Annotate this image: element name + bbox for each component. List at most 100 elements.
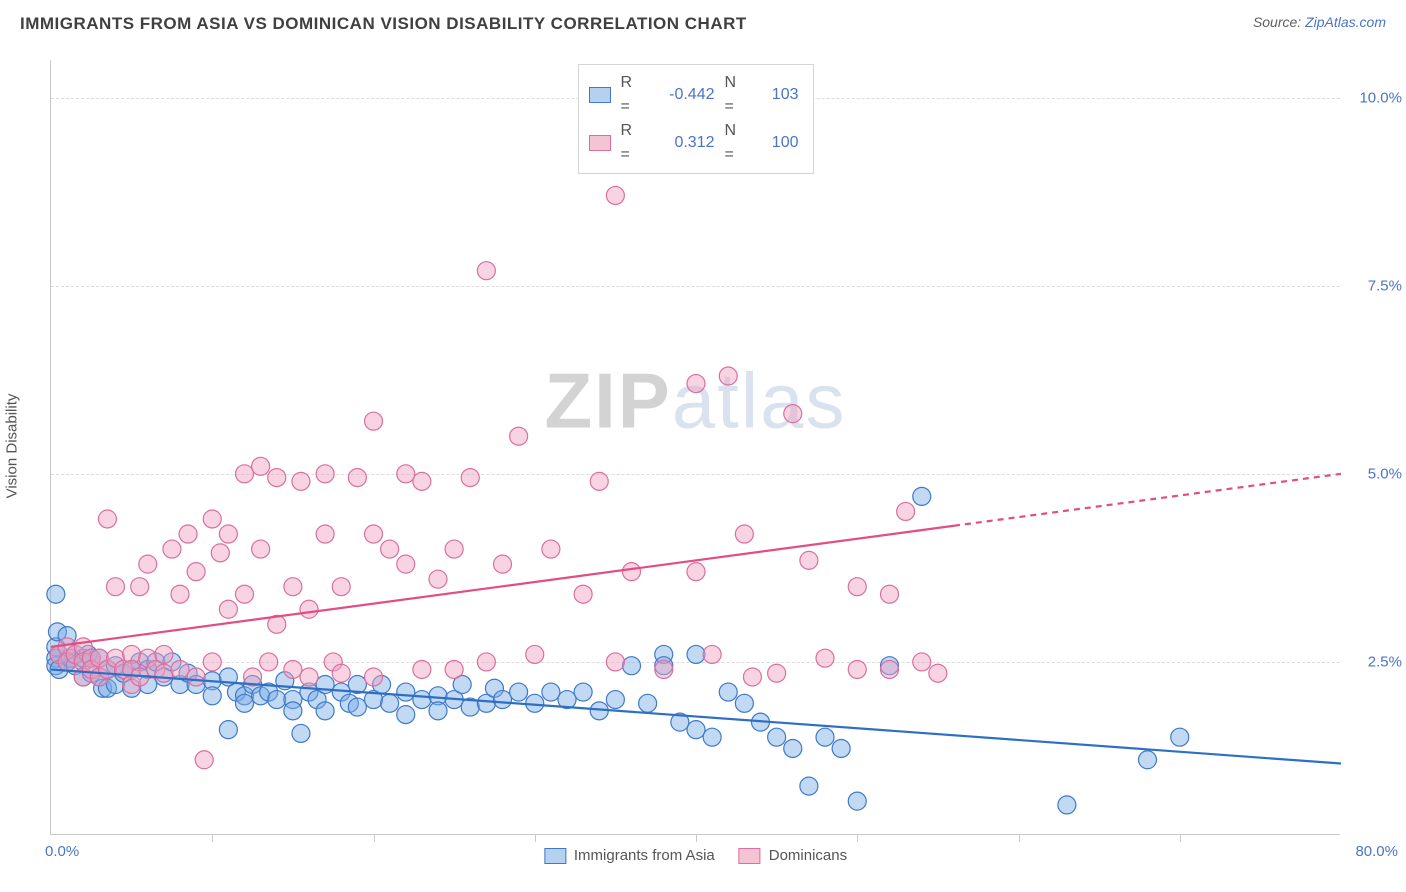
data-point-dominicans[interactable] bbox=[881, 585, 899, 603]
legend-item-asia[interactable]: Immigrants from Asia bbox=[544, 847, 715, 864]
data-point-dominicans[interactable] bbox=[155, 664, 173, 682]
data-point-dominicans[interactable] bbox=[397, 465, 415, 483]
data-point-asia[interactable] bbox=[542, 683, 560, 701]
data-point-dominicans[interactable] bbox=[219, 600, 237, 618]
data-point-dominicans[interactable] bbox=[171, 585, 189, 603]
data-point-dominicans[interactable] bbox=[365, 412, 383, 430]
data-point-dominicans[interactable] bbox=[155, 645, 173, 663]
data-point-asia[interactable] bbox=[1171, 728, 1189, 746]
data-point-dominicans[interactable] bbox=[252, 457, 270, 475]
data-point-dominicans[interactable] bbox=[316, 525, 334, 543]
data-point-asia[interactable] bbox=[203, 687, 221, 705]
data-point-asia[interactable] bbox=[236, 694, 254, 712]
data-point-asia[interactable] bbox=[768, 728, 786, 746]
data-point-dominicans[interactable] bbox=[397, 555, 415, 573]
data-point-dominicans[interactable] bbox=[494, 555, 512, 573]
data-point-dominicans[interactable] bbox=[590, 472, 608, 490]
data-point-asia[interactable] bbox=[687, 721, 705, 739]
source-link[interactable]: ZipAtlas.com bbox=[1305, 14, 1386, 30]
data-point-dominicans[interactable] bbox=[300, 668, 318, 686]
data-point-asia[interactable] bbox=[816, 728, 834, 746]
data-point-dominicans[interactable] bbox=[284, 660, 302, 678]
data-point-dominicans[interactable] bbox=[623, 563, 641, 581]
data-point-dominicans[interactable] bbox=[332, 664, 350, 682]
data-point-dominicans[interactable] bbox=[381, 540, 399, 558]
data-point-dominicans[interactable] bbox=[848, 578, 866, 596]
data-point-asia[interactable] bbox=[429, 702, 447, 720]
data-point-dominicans[interactable] bbox=[743, 668, 761, 686]
data-point-dominicans[interactable] bbox=[687, 563, 705, 581]
data-point-dominicans[interactable] bbox=[848, 660, 866, 678]
data-point-asia[interactable] bbox=[639, 694, 657, 712]
data-point-dominicans[interactable] bbox=[413, 472, 431, 490]
data-point-asia[interactable] bbox=[832, 739, 850, 757]
data-point-dominicans[interactable] bbox=[703, 645, 721, 663]
data-point-dominicans[interactable] bbox=[163, 540, 181, 558]
legend-item-dominicans[interactable]: Dominicans bbox=[739, 847, 847, 864]
data-point-asia[interactable] bbox=[494, 691, 512, 709]
data-point-dominicans[interactable] bbox=[897, 502, 915, 520]
data-point-dominicans[interactable] bbox=[252, 540, 270, 558]
data-point-dominicans[interactable] bbox=[365, 668, 383, 686]
data-point-asia[interactable] bbox=[219, 721, 237, 739]
data-point-asia[interactable] bbox=[800, 777, 818, 795]
data-point-asia[interactable] bbox=[268, 691, 286, 709]
data-point-dominicans[interactable] bbox=[203, 653, 221, 671]
data-point-dominicans[interactable] bbox=[179, 525, 197, 543]
data-point-asia[interactable] bbox=[47, 585, 65, 603]
data-point-dominicans[interactable] bbox=[929, 664, 947, 682]
data-point-asia[interactable] bbox=[703, 728, 721, 746]
data-point-dominicans[interactable] bbox=[800, 551, 818, 569]
data-point-dominicans[interactable] bbox=[687, 375, 705, 393]
data-point-dominicans[interactable] bbox=[187, 563, 205, 581]
data-point-dominicans[interactable] bbox=[913, 653, 931, 671]
data-point-asia[interactable] bbox=[687, 645, 705, 663]
data-point-asia[interactable] bbox=[397, 706, 415, 724]
data-point-dominicans[interactable] bbox=[429, 570, 447, 588]
data-point-dominicans[interactable] bbox=[219, 525, 237, 543]
data-point-dominicans[interactable] bbox=[195, 751, 213, 769]
data-point-dominicans[interactable] bbox=[784, 405, 802, 423]
data-point-dominicans[interactable] bbox=[107, 578, 125, 596]
data-point-dominicans[interactable] bbox=[236, 465, 254, 483]
data-point-dominicans[interactable] bbox=[606, 653, 624, 671]
data-point-dominicans[interactable] bbox=[300, 600, 318, 618]
data-point-dominicans[interactable] bbox=[171, 660, 189, 678]
data-point-asia[interactable] bbox=[316, 702, 334, 720]
data-point-dominicans[interactable] bbox=[292, 472, 310, 490]
data-point-dominicans[interactable] bbox=[526, 645, 544, 663]
data-point-asia[interactable] bbox=[292, 724, 310, 742]
data-point-dominicans[interactable] bbox=[606, 186, 624, 204]
data-point-dominicans[interactable] bbox=[139, 555, 157, 573]
data-point-dominicans[interactable] bbox=[461, 469, 479, 487]
data-point-dominicans[interactable] bbox=[510, 427, 528, 445]
data-point-asia[interactable] bbox=[284, 702, 302, 720]
data-point-asia[interactable] bbox=[735, 694, 753, 712]
data-point-dominicans[interactable] bbox=[348, 469, 366, 487]
data-point-dominicans[interactable] bbox=[574, 585, 592, 603]
data-point-dominicans[interactable] bbox=[542, 540, 560, 558]
data-point-dominicans[interactable] bbox=[203, 510, 221, 528]
data-point-dominicans[interactable] bbox=[268, 469, 286, 487]
data-point-dominicans[interactable] bbox=[719, 367, 737, 385]
data-point-asia[interactable] bbox=[719, 683, 737, 701]
data-point-asia[interactable] bbox=[510, 683, 528, 701]
data-point-dominicans[interactable] bbox=[260, 653, 278, 671]
data-point-asia[interactable] bbox=[913, 487, 931, 505]
data-point-dominicans[interactable] bbox=[413, 660, 431, 678]
data-point-dominicans[interactable] bbox=[445, 540, 463, 558]
data-point-dominicans[interactable] bbox=[445, 660, 463, 678]
data-point-dominicans[interactable] bbox=[477, 653, 495, 671]
data-point-asia[interactable] bbox=[606, 691, 624, 709]
data-point-asia[interactable] bbox=[381, 694, 399, 712]
data-point-asia[interactable] bbox=[1058, 796, 1076, 814]
data-point-dominicans[interactable] bbox=[881, 660, 899, 678]
data-point-dominicans[interactable] bbox=[187, 668, 205, 686]
data-point-dominicans[interactable] bbox=[131, 578, 149, 596]
data-point-asia[interactable] bbox=[784, 739, 802, 757]
data-point-dominicans[interactable] bbox=[655, 660, 673, 678]
data-point-dominicans[interactable] bbox=[477, 262, 495, 280]
data-point-dominicans[interactable] bbox=[735, 525, 753, 543]
data-point-dominicans[interactable] bbox=[365, 525, 383, 543]
data-point-asia[interactable] bbox=[413, 691, 431, 709]
